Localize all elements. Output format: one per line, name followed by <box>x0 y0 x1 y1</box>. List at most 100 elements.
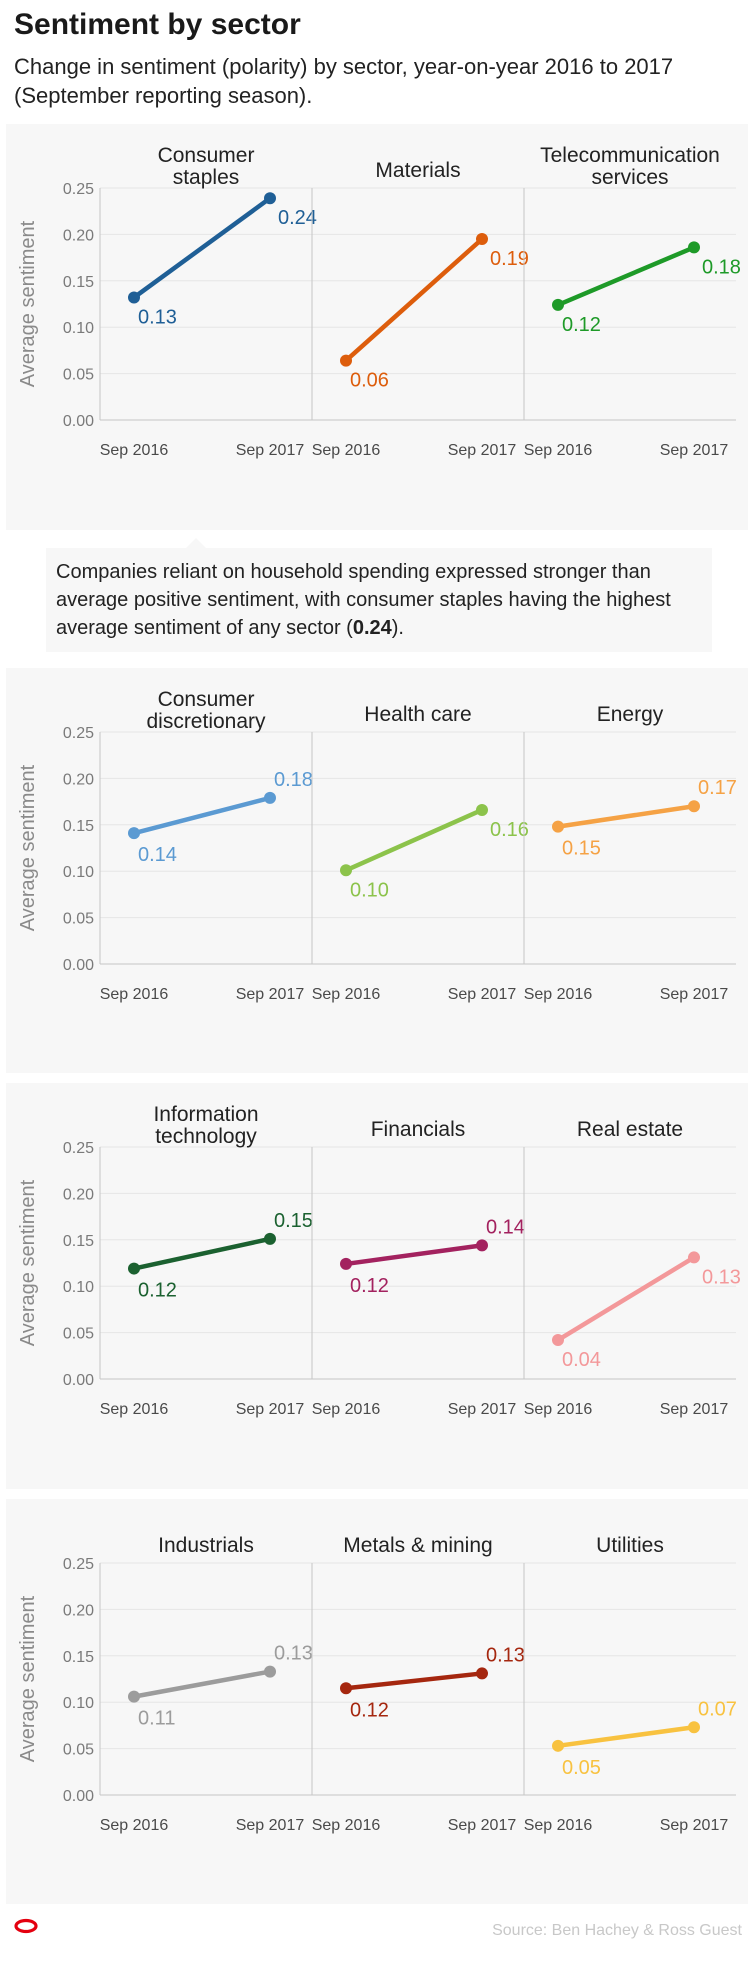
data-label-information-technology: 0.15 <box>274 1210 313 1232</box>
x-tick-label: Sep 2017 <box>448 1401 517 1418</box>
facet-title-consumer-staples: staples <box>173 166 240 189</box>
data-label-information-technology: 0.12 <box>138 1280 177 1302</box>
chart-svg-2: Average sentiment 0.00 0.05 0.10 0.15 0.20 0.2… <box>17 688 737 1003</box>
facet-title-telecommunication-services: Telecommunication <box>540 144 720 167</box>
y-tick-label: 0.05 <box>63 1326 94 1343</box>
x-tick-label: Sep 2016 <box>524 1401 593 1418</box>
data-label-energy: 0.15 <box>562 838 601 860</box>
y-tick-label: 0.20 <box>63 771 94 788</box>
facet-title-industrials: Industrials <box>158 1534 254 1557</box>
page-title: Sentiment by sector <box>14 8 301 41</box>
series-line-information-technology <box>131 1236 273 1271</box>
data-label-industrials: 0.13 <box>274 1643 313 1665</box>
y-tick-label: 0.15 <box>63 818 94 835</box>
data-label-financials: 0.14 <box>486 1216 525 1238</box>
chart-panel-4: Average sentiment 0.00 0.05 0.10 0.15 0.20 0.2… <box>6 1499 748 1904</box>
chart-panel-3: Average sentiment 0.00 0.05 0.10 0.15 0.20 0.2… <box>6 1083 748 1489</box>
data-point-telecommunication-services <box>552 298 564 311</box>
facet-title-real-estate: Real estate <box>577 1118 683 1141</box>
data-label-consumer-discretionary: 0.14 <box>138 844 177 866</box>
chart-svg-4: Average sentiment 0.00 0.05 0.10 0.15 0.20 0.2… <box>17 1534 737 1834</box>
facet-title-telecommunication-services: services <box>591 166 668 189</box>
facet-title-information-technology: technology <box>155 1125 257 1148</box>
x-tick-label: Sep 2017 <box>448 442 517 459</box>
facet-title-metals-mining: Metals & mining <box>343 1534 492 1557</box>
chart-svg-1: Average sentiment 0.00 0.05 0.10 0.15 0.20 0.2… <box>17 144 741 459</box>
callout-text-start: Companies reliant on household spending … <box>56 561 671 639</box>
callout-text: Companies reliant on household spending … <box>56 558 706 642</box>
data-point-materials <box>340 354 352 367</box>
data-label-energy: 0.17 <box>698 777 737 799</box>
y-tick-label: 0.20 <box>63 1186 94 1203</box>
data-point-utilities <box>688 1721 700 1734</box>
data-point-real-estate <box>688 1251 700 1264</box>
y-tick-label: 0.15 <box>63 274 94 291</box>
data-label-consumer-discretionary: 0.18 <box>274 769 313 791</box>
data-point-consumer-staples <box>264 192 276 205</box>
x-tick-label: Sep 2017 <box>660 1401 729 1418</box>
x-tick-label: Sep 2016 <box>524 442 593 459</box>
x-tick-label: Sep 2017 <box>236 1401 305 1418</box>
y-tick-label: 0.00 <box>63 1788 94 1805</box>
data-label-health-care: 0.10 <box>350 879 389 901</box>
y-axis-label: Average sentiment <box>17 764 39 931</box>
y-tick-label: 0.00 <box>63 413 94 430</box>
data-point-metals-mining <box>476 1667 488 1680</box>
data-point-telecommunication-services <box>688 241 700 254</box>
series-line-health-care <box>343 807 485 873</box>
x-tick-label: Sep 2016 <box>100 1817 169 1834</box>
x-tick-label: Sep 2017 <box>660 986 729 1003</box>
series-line-metals-mining <box>343 1671 485 1691</box>
series-line-financials <box>343 1243 485 1267</box>
data-point-real-estate <box>552 1334 564 1347</box>
data-point-health-care <box>476 803 488 816</box>
y-tick-label: 0.20 <box>63 1602 94 1619</box>
chart-panel-1: Average sentiment 0.00 0.05 0.10 0.15 0.20 0.2… <box>6 124 748 530</box>
y-axis-label: Average sentiment <box>17 1595 39 1762</box>
facet-title-health-care: Health care <box>364 703 471 726</box>
data-point-utilities <box>552 1739 564 1752</box>
source-credit: Source: Ben Hachey & Ross Guest <box>492 1922 742 1939</box>
series-line-materials <box>343 236 485 363</box>
data-label-metals-mining: 0.13 <box>486 1644 525 1666</box>
data-point-financials <box>340 1257 352 1270</box>
data-label-utilities: 0.07 <box>698 1698 737 1720</box>
facet-title-financials: Financials <box>371 1118 466 1141</box>
y-tick-label: 0.15 <box>63 1649 94 1666</box>
x-tick-label: Sep 2016 <box>100 442 169 459</box>
y-tick-label: 0.10 <box>63 1695 94 1712</box>
facet-title-utilities: Utilities <box>596 1534 664 1557</box>
series-line-industrials <box>131 1669 273 1699</box>
data-label-health-care: 0.16 <box>490 819 529 841</box>
x-tick-label: Sep 2017 <box>236 986 305 1003</box>
chart-svg-3: Average sentiment 0.00 0.05 0.10 0.15 0.20 0.2… <box>17 1103 741 1418</box>
series-line-telecommunication-services <box>555 245 697 308</box>
series-line-consumer-discretionary <box>131 795 273 836</box>
x-tick-label: Sep 2017 <box>448 986 517 1003</box>
data-point-materials <box>476 233 488 246</box>
x-tick-label: Sep 2016 <box>312 442 381 459</box>
data-label-telecommunication-services: 0.18 <box>702 256 741 278</box>
y-tick-label: 0.00 <box>63 957 94 974</box>
data-point-metals-mining <box>340 1682 352 1695</box>
data-label-financials: 0.12 <box>350 1275 389 1297</box>
y-tick-label: 0.10 <box>63 320 94 337</box>
x-tick-label: Sep 2016 <box>312 1401 381 1418</box>
data-label-real-estate: 0.04 <box>562 1349 601 1371</box>
data-point-energy <box>552 820 564 833</box>
series-line-real-estate <box>555 1255 697 1343</box>
x-tick-label: Sep 2016 <box>524 1817 593 1834</box>
data-label-industrials: 0.11 <box>138 1708 175 1730</box>
y-axis-label: Average sentiment <box>17 1179 39 1346</box>
data-label-consumer-staples: 0.13 <box>138 307 177 329</box>
y-tick-label: 0.15 <box>63 1233 94 1250</box>
facet-title-consumer-discretionary: Consumer <box>158 688 255 711</box>
x-tick-label: Sep 2017 <box>660 1817 729 1834</box>
data-label-utilities: 0.05 <box>562 1757 601 1779</box>
data-point-industrials <box>264 1665 276 1678</box>
y-tick-label: 0.05 <box>63 1742 94 1759</box>
x-tick-label: Sep 2016 <box>312 1817 381 1834</box>
facet-title-consumer-staples: Consumer <box>158 144 255 167</box>
data-point-information-technology <box>128 1262 140 1275</box>
data-point-consumer-discretionary <box>264 791 276 804</box>
